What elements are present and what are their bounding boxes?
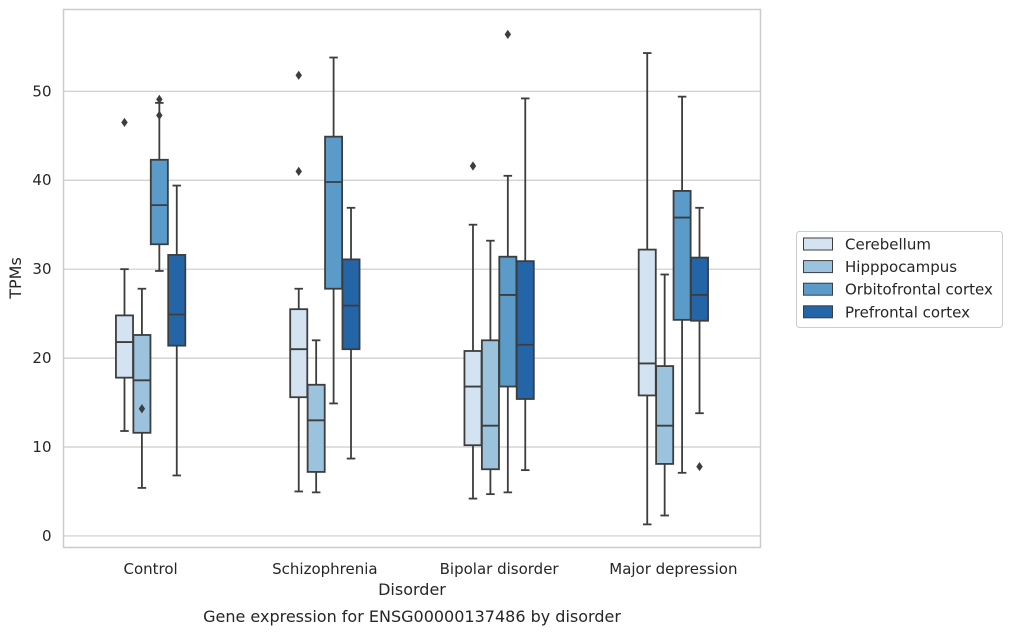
box-rect — [515, 260, 535, 400]
x-tick-label: Bipolar disorder — [440, 560, 560, 578]
outlier-point — [696, 461, 703, 472]
box-rect — [480, 339, 500, 471]
y-tick-label: 10 — [32, 438, 51, 456]
legend-frame — [796, 231, 1003, 328]
box-2-1 — [480, 239, 500, 496]
legend-swatch — [803, 237, 833, 251]
box-rect — [324, 135, 344, 290]
box-1-1 — [306, 339, 326, 494]
y-tick-label: 30 — [32, 260, 51, 278]
x-tick-label: Schizophrenia — [272, 560, 377, 578]
y-tick-label: 0 — [42, 527, 52, 545]
legend: Cerebellum Hipppocampus Orbitofrontal cort… — [796, 231, 1003, 328]
legend-swatch — [803, 260, 833, 274]
outlier-point — [156, 110, 163, 120]
box-1-3 — [341, 206, 361, 460]
legend-swatch — [803, 305, 833, 319]
x-tick-labels: Control Schizophrenia Bipolar disorder Majo… — [124, 560, 738, 578]
box-2-0 — [463, 161, 483, 500]
box-3-0 — [637, 52, 657, 526]
box-0-3 — [167, 184, 187, 477]
x-tick-label: Major depression — [609, 560, 737, 578]
y-tick-label: 50 — [32, 82, 51, 100]
x-tick-label: Control — [124, 560, 178, 578]
box-3-3 — [690, 206, 709, 472]
legend-label: Hipppocampus — [845, 258, 957, 276]
box-0-1 — [132, 287, 152, 489]
box-3-1 — [655, 273, 675, 517]
box-2-3 — [515, 97, 535, 472]
box-rect — [463, 350, 483, 447]
box-rect — [690, 256, 709, 322]
chart-caption: Gene expression for ENSG00000137486 by d… — [203, 607, 621, 626]
outlier-point — [504, 29, 512, 39]
outlier-point — [295, 166, 302, 176]
box-1-0 — [289, 70, 309, 493]
legend-label: Cerebellum — [845, 236, 931, 254]
outlier-point — [295, 70, 302, 80]
y-tick-labels: 0 10 20 30 40 50 — [32, 82, 51, 545]
box-3-2 — [672, 95, 692, 474]
y-tick-label: 40 — [32, 171, 51, 189]
box-0-2 — [149, 94, 169, 272]
box-rect — [132, 334, 152, 434]
box-rect — [115, 314, 134, 379]
box-rect — [655, 365, 675, 465]
box-rect — [149, 158, 169, 246]
y-axis-title: TPMs — [6, 257, 25, 300]
outlier-point — [469, 161, 477, 171]
box-rect — [306, 383, 326, 473]
boxes — [115, 29, 709, 526]
box-2-2 — [498, 29, 518, 494]
box-1-2 — [324, 56, 344, 405]
box-rect — [289, 308, 309, 399]
outlier-point — [156, 94, 163, 104]
box-rect — [167, 254, 187, 347]
y-tick-label: 20 — [32, 349, 51, 367]
box-rect — [498, 255, 518, 388]
box-rect — [672, 190, 692, 321]
gridlines — [63, 90, 761, 537]
box-rect — [637, 248, 657, 397]
outlier-point — [121, 117, 128, 128]
x-axis-title: Disorder — [378, 580, 446, 599]
legend-swatch — [803, 282, 833, 296]
legend-label: Orbitofrontal cortex — [845, 281, 993, 299]
box-rect — [341, 258, 361, 351]
outlier-point — [138, 404, 146, 414]
legend-label: Prefrontal cortex — [845, 303, 970, 321]
